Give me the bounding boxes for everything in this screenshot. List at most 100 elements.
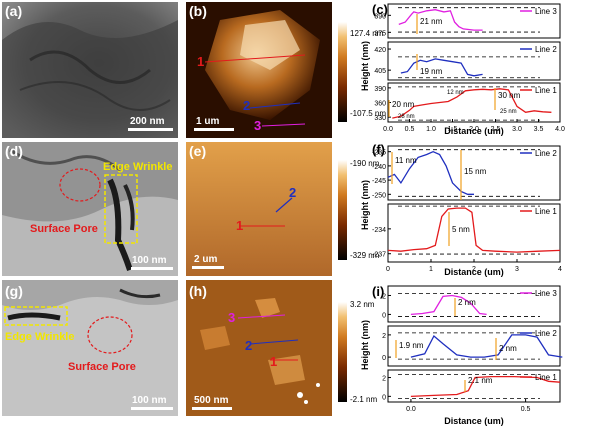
profile-line-3-b (261, 123, 306, 127)
colorbar-max-e: -190 nm (350, 159, 380, 168)
y-tick-label: -250 (372, 192, 386, 199)
y-tick-label: 0 (382, 355, 386, 362)
panel-label-c: (c) (372, 2, 388, 17)
scale-label-g: 100 nm (132, 395, 167, 406)
y-tick-label: 330 (374, 115, 386, 122)
y-axis-label: Height (nm) (360, 41, 370, 91)
height-annotation: 2 nm (499, 344, 517, 353)
scale-label-b: 1 um (196, 116, 219, 127)
scale-bar-d (131, 267, 173, 270)
colorbar-max-h: 3.2 nm (350, 300, 375, 309)
panel-label-b: (b) (189, 3, 207, 19)
x-tick-label: 0.5 (405, 126, 415, 133)
x-tick-label: 0.5 (521, 406, 531, 413)
y-tick-label: 2 (382, 293, 386, 300)
y-tick-label: 390 (374, 86, 386, 93)
panel-b: 1 2 3 (b) 1 um 127.4 nm -107.5 nm (186, 2, 386, 138)
series-line-line-2 (410, 334, 563, 358)
scale-label-e: 2 um (194, 254, 217, 265)
height-annotation: 5 nm (452, 225, 470, 234)
profile-number-3-b: 3 (254, 118, 261, 133)
subplot-frame (387, 325, 561, 367)
scale-bar-g (131, 407, 173, 410)
series-line-line-1 (387, 207, 561, 253)
x-tick-label: 0.0 (406, 406, 416, 413)
x-tick-label: 4 (558, 266, 562, 273)
y-tick-label: -245 (372, 178, 386, 185)
profile-line-2-b (249, 102, 301, 109)
panel-label-f: (f) (372, 142, 385, 157)
height-annotation: 21 nm (420, 17, 443, 26)
y-tick-label: -237 (372, 252, 386, 259)
legend-label: Line 1 (535, 86, 557, 95)
height-annotation: 28 nm (398, 114, 415, 120)
pore-outline-g (87, 316, 133, 354)
x-axis-label: Distance (um) (444, 126, 504, 136)
series-line-line-3 (398, 9, 483, 31)
y-tick-label: 2 (382, 333, 386, 340)
colorbar-min-e: -329 nm (350, 251, 380, 260)
panel-d: (d) Edge Wrinkle Surface Pore 100 nm (2, 142, 178, 276)
x-axis-label: Distance (um) (444, 267, 504, 277)
wrinkle-box-d (104, 174, 138, 244)
chart-c: (c) 390 375 Line 3 21 nm 420 405 Line 2 19 nm 39… (360, 2, 565, 136)
y-tick-label: 2 (382, 376, 386, 383)
colorbar-min-h: -2.1 nm (350, 395, 377, 404)
height-annotation: 15 nm (464, 167, 487, 176)
x-tick-label: 1.0 (426, 126, 436, 133)
x-axis-label: Distance (um) (444, 416, 504, 426)
colorbar-max-b: 127.4 nm (350, 29, 384, 38)
y-tick-label: 390 (374, 13, 386, 20)
y-tick-label: -234 (372, 227, 386, 234)
legend-label: Line 2 (535, 45, 557, 54)
y-tick-label: 375 (374, 30, 386, 37)
y-tick-label: 405 (374, 68, 386, 75)
colorbar-min-b: -107.5 nm (350, 109, 386, 118)
panel-label-i: (i) (372, 284, 384, 299)
y-tick-label: -235 (372, 150, 386, 157)
series-line-line-1 (410, 375, 561, 398)
chart-i: (i) 2 0 Line 3 2 nm 2 0 Line 2 1.9 nm 2 nm 2 0 Line… (360, 284, 563, 426)
subplot-frame (387, 145, 561, 201)
height-annotation: 11 nm (395, 156, 417, 165)
y-tick-label: 420 (374, 47, 386, 54)
colorbar-e (338, 160, 347, 260)
x-tick-label: 4.0 (555, 126, 565, 133)
x-tick-label: 2.5 (491, 126, 501, 133)
colorbar-h (338, 302, 347, 402)
panel-label-a: (a) (5, 3, 22, 19)
height-annotation: 2.1 nm (468, 376, 493, 385)
y-tick-label: 0 (382, 394, 386, 401)
y-tick-label: 360 (374, 101, 386, 108)
legend-label: Line 1 (535, 373, 557, 382)
legend-label: Line 3 (535, 7, 557, 16)
profile-number-1-h: 1 (270, 354, 277, 369)
wrinkle-box-g (4, 306, 68, 326)
series-line-line-2 (400, 58, 483, 77)
x-tick-label: 0.0 (383, 126, 393, 133)
scale-label-h: 500 nm (194, 395, 229, 406)
profile-number-2-b: 2 (243, 98, 250, 113)
legend-label: Line 1 (535, 207, 557, 216)
afm-image-e (186, 142, 332, 276)
x-tick-label: 1 (429, 266, 433, 273)
pore-outline-d (59, 168, 101, 202)
profile-line-3-h (237, 314, 286, 319)
profile-line-1-b (204, 54, 306, 63)
surface-pore-label-g: Surface Pore (68, 361, 136, 373)
colorbar-b (338, 22, 347, 122)
scale-bar-a (128, 128, 173, 131)
height-annotation: 2 nm (458, 298, 476, 307)
profile-number-2-h: 2 (245, 338, 252, 353)
height-annotation: 19 nm (420, 67, 443, 76)
legend-label: Line 2 (535, 329, 557, 338)
series-line-line-1 (392, 88, 552, 119)
series-line-line-3 (410, 294, 487, 316)
x-tick-label: 2 (472, 266, 476, 273)
panel-e: 1 2 (e) 2 um -190 nm -329 nm (186, 142, 380, 276)
x-tick-label: 2.0 (469, 126, 479, 133)
profile-number-1-e: 1 (236, 218, 243, 233)
panel-g: (g) Edge Wrinkle Surface Pore 100 nm (2, 280, 178, 416)
height-annotation: 30 nm (498, 91, 521, 100)
